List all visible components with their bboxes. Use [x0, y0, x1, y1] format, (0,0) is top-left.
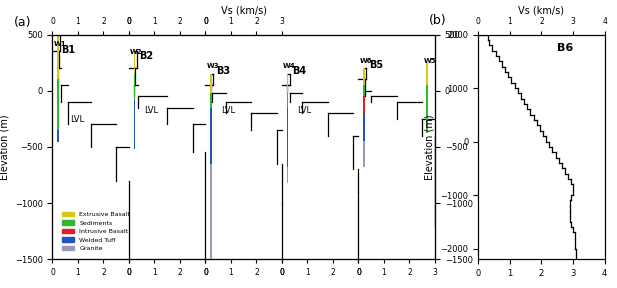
Bar	[287, 108, 289, 167]
Text: W2: W2	[130, 49, 143, 55]
Bar	[134, 52, 136, 74]
Bar	[57, 35, 59, 63]
Bar	[363, 141, 365, 167]
Legend: Extrusive Basalt, Sediments, Intrusive Basalt, Welded Tuff, Granite: Extrusive Basalt, Sediments, Intrusive B…	[59, 209, 133, 254]
Bar	[363, 68, 365, 85]
Bar	[57, 130, 59, 142]
Text: (b): (b)	[429, 14, 447, 27]
Text: W1: W1	[54, 41, 67, 47]
Bar	[57, 102, 59, 130]
Text: W4: W4	[283, 63, 296, 69]
Text: LVL: LVL	[70, 115, 85, 124]
Text: LVL: LVL	[144, 106, 159, 115]
X-axis label: Vs (km/s): Vs (km/s)	[221, 6, 267, 16]
Bar	[426, 113, 428, 133]
Bar	[134, 100, 136, 149]
Bar	[210, 93, 212, 108]
Bar	[363, 85, 365, 96]
Text: (a): (a)	[14, 16, 31, 29]
X-axis label: Vs (km/s): Vs (km/s)	[518, 6, 565, 16]
Bar	[426, 63, 428, 85]
Bar	[287, 93, 289, 108]
Bar	[134, 74, 136, 100]
Bar	[287, 74, 289, 93]
Y-axis label: Elevation (m): Elevation (m)	[425, 114, 435, 180]
Bar	[363, 96, 365, 113]
Text: B6: B6	[557, 43, 573, 53]
Text: W3: W3	[207, 63, 220, 69]
Bar	[363, 113, 365, 141]
Bar	[57, 79, 59, 102]
Text: B1: B1	[61, 45, 75, 54]
Text: W6: W6	[360, 58, 372, 64]
Bar	[210, 74, 212, 93]
Text: LVL: LVL	[297, 106, 312, 115]
Text: B5: B5	[369, 60, 383, 70]
Bar	[287, 167, 289, 183]
Text: B3: B3	[216, 66, 230, 76]
Bar	[210, 108, 212, 164]
Bar	[57, 63, 59, 79]
Text: LVL: LVL	[221, 106, 235, 115]
Bar	[426, 85, 428, 113]
Text: W5: W5	[423, 58, 436, 64]
Bar	[210, 164, 212, 259]
Text: B4: B4	[292, 66, 306, 76]
Y-axis label: Elevation (m): Elevation (m)	[0, 114, 9, 180]
Text: B2: B2	[139, 51, 153, 61]
